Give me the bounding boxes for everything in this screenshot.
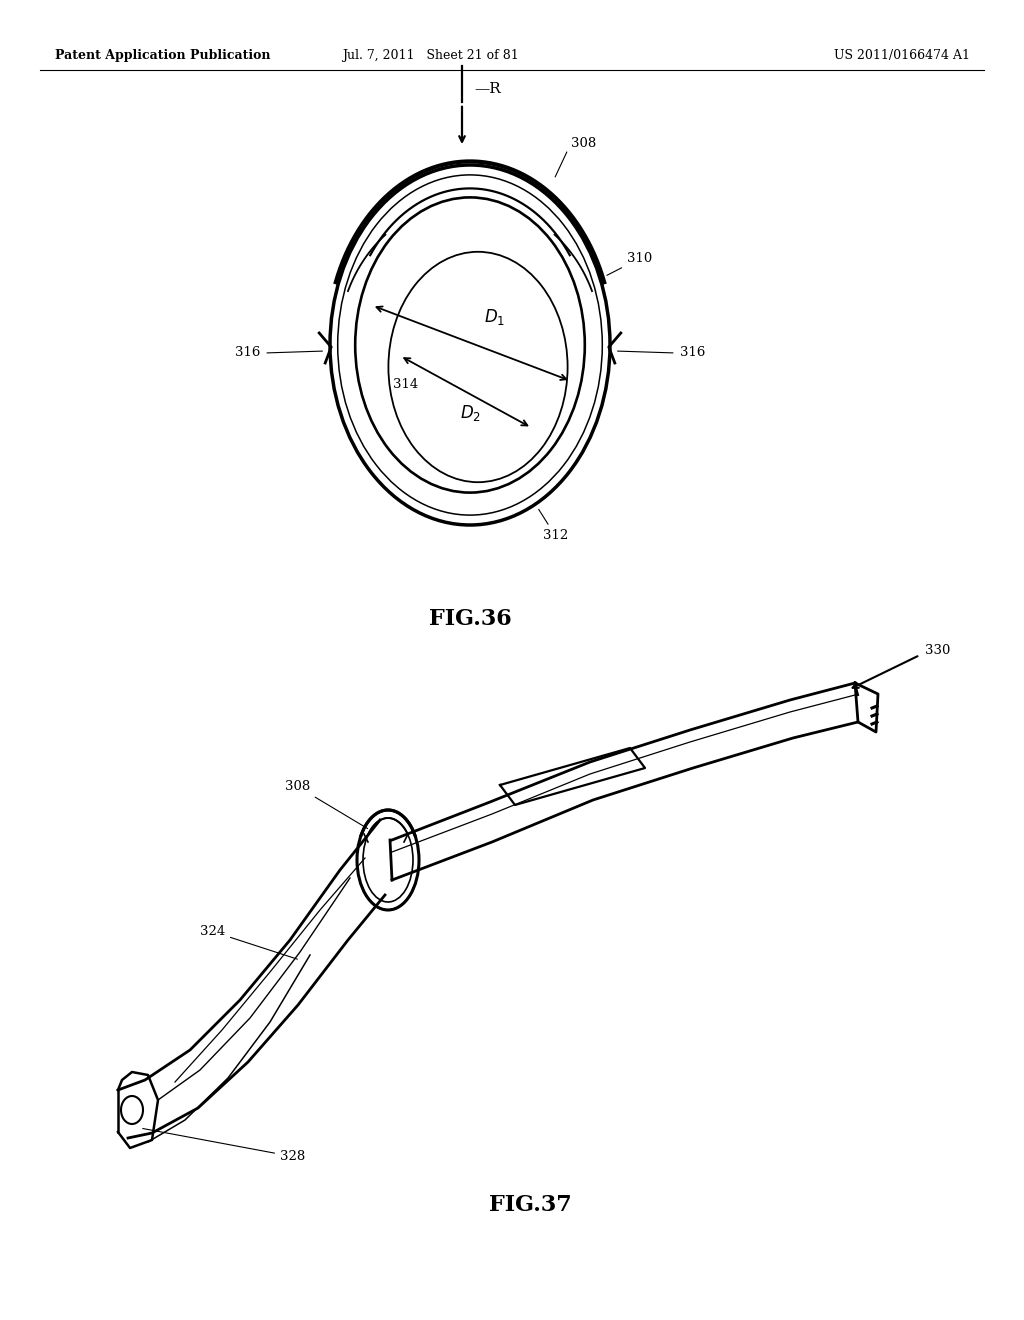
Text: Patent Application Publication: Patent Application Publication xyxy=(55,49,270,62)
Text: $D_2$: $D_2$ xyxy=(460,403,481,422)
Text: FIG.36: FIG.36 xyxy=(429,607,511,630)
Text: 308: 308 xyxy=(285,780,368,829)
Text: $D_1$: $D_1$ xyxy=(484,308,505,327)
Text: 314: 314 xyxy=(393,379,418,392)
Text: —R: —R xyxy=(474,82,501,96)
Text: 316: 316 xyxy=(234,346,260,359)
Text: 308: 308 xyxy=(555,137,596,177)
Text: US 2011/0166474 A1: US 2011/0166474 A1 xyxy=(834,49,970,62)
Text: Jul. 7, 2011   Sheet 21 of 81: Jul. 7, 2011 Sheet 21 of 81 xyxy=(342,49,518,62)
Text: 316: 316 xyxy=(680,346,706,359)
Text: 330: 330 xyxy=(925,644,950,656)
Text: 310: 310 xyxy=(607,252,652,276)
Text: FIG.37: FIG.37 xyxy=(488,1195,571,1216)
Text: 312: 312 xyxy=(539,510,568,543)
Text: 328: 328 xyxy=(142,1129,305,1163)
Text: 324: 324 xyxy=(200,925,297,960)
